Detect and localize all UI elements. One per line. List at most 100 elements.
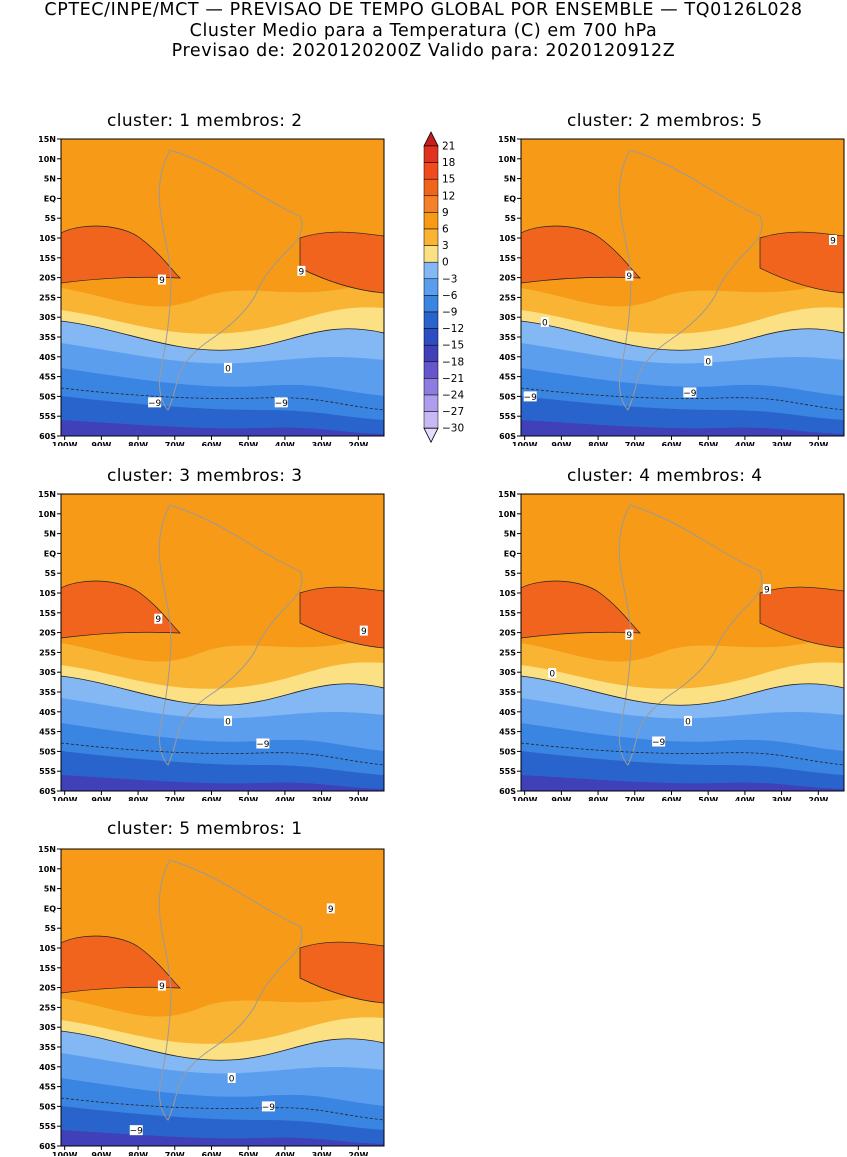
panel-4-contour-label: 9 [626, 631, 632, 641]
panel-5-ytick-label: 15N [38, 845, 56, 854]
panel-3-xtick-label: 20W [348, 796, 368, 801]
panel-1-contour-label: −9 [148, 399, 162, 409]
panel-5-contour-0 [60, 1030, 385, 1061]
panel-2-ytick-label: 50S [499, 392, 516, 401]
panel-3-xtick-label: 50W [238, 796, 258, 801]
colorbar-swatch [423, 212, 439, 230]
panel-5-warm-patch-0 [60, 935, 181, 994]
panel-5-ytick-label: 5S [45, 924, 57, 933]
panel-1-ytick-label: 50S [39, 392, 56, 401]
panel-2-ytick-label: 45S [499, 373, 516, 382]
panel-4-ytick-label: 25S [499, 648, 516, 657]
panel-3-contour-label: 9 [155, 615, 161, 625]
panel-2-xtick-label: 80W [588, 441, 608, 446]
colorbar-label: −12 [442, 323, 464, 335]
panel-4-ytick-label: 15S [499, 609, 516, 618]
panel-2-ytick-label: 30S [499, 313, 516, 322]
panel-1-ytick-label: EQ [44, 194, 56, 203]
panel-4-ytick-label: 30S [499, 668, 516, 677]
panel-5-ytick-label: 10N [38, 865, 56, 874]
panel-2-ytick-label: 40S [499, 353, 516, 362]
panel-3-ytick-label: 25S [39, 648, 56, 657]
panel-1-contour-label-bg [148, 397, 162, 408]
panel-4-contour-label-bg [548, 667, 557, 678]
panel-2-ytick-label: 10S [499, 234, 516, 243]
panel-4-xtick-label: 60W [662, 796, 682, 801]
panel-1-xtick-label: 40W [275, 441, 295, 446]
header-title-line3: Previsao de: 2020120200Z Valido para: 20… [171, 41, 676, 61]
panel-3-xtick-label: 100W [52, 796, 78, 801]
panel-5-xtick-label: 50W [238, 1151, 258, 1156]
panel-1-xtick-label: 100W [52, 441, 78, 446]
panel-2-contour-label: 9 [830, 236, 836, 246]
panel-4-title: cluster: 4 membros: 4 [567, 466, 763, 486]
panel-3-contour-label: 9 [361, 627, 367, 637]
panel-3-ytick-label: 5N [44, 530, 56, 539]
colorbar-label: −18 [442, 356, 464, 368]
panel-2-ytick-label: 25S [499, 293, 516, 302]
panel-4-ytick-label: 15N [498, 490, 516, 499]
colorbar-label: −27 [442, 406, 464, 418]
colorbar-swatch [423, 245, 439, 263]
panel-3-ytick-label: 50S [39, 747, 56, 756]
colorbar-label: 21 [442, 141, 455, 153]
panel-4-ytick-label: 10S [499, 589, 516, 598]
panel-3-ytick-label: 35S [39, 688, 56, 697]
panel-1-contour-label: −9 [275, 399, 289, 409]
panel-3-contour-label-bg [256, 738, 270, 749]
panel-4-fill [520, 494, 845, 791]
panel-5-ytick-label: 10S [39, 944, 56, 953]
panel-5-ytick-label: 30S [39, 1023, 56, 1032]
panel-4-contour-label-bg [762, 584, 771, 595]
panel-4-contour-minus9 [520, 742, 845, 766]
panel-3-band-7 [61, 775, 384, 791]
panel-3-ytick-label: 5S [45, 569, 57, 578]
panel-5-fill [60, 849, 385, 1146]
panel-1-contour-0 [60, 320, 385, 351]
colorbar-swatch [423, 162, 439, 180]
panel-5-xtick-label: 40W [275, 1151, 295, 1156]
panel-3-contour-minus9 [60, 742, 385, 766]
panel-2-contour-0 [520, 320, 845, 351]
panel-3-ytick-label: 55S [39, 767, 56, 776]
panel-2-xtick-label: 40W [735, 441, 755, 446]
panel-1-ytick-label: 20S [39, 274, 56, 283]
panel-5-contour-label-bg [326, 903, 335, 914]
panel-5-ytick-label: 55S [39, 1122, 56, 1131]
panel-5-xtick-label: 20W [348, 1151, 368, 1156]
panel-5-xtick-label: 100W [52, 1151, 78, 1156]
panel-5-contour-label: 9 [159, 982, 165, 992]
header-title-line2: Cluster Medio para a Temperatura (C) em … [189, 21, 658, 41]
panel-3-ytick-label: 10N [38, 510, 56, 519]
panel-5-title: cluster: 5 membros: 1 [107, 819, 303, 839]
panel-3-xtick-label: 70W [165, 796, 185, 801]
panel-3-ytick-label: 45S [39, 728, 56, 737]
colorbar-swatch [423, 328, 439, 346]
panel-3-contour-label-bg [359, 625, 368, 636]
panel-2-ytick-label: 15N [498, 135, 516, 144]
panel-4-contour-label-bg [625, 629, 634, 640]
panel-5-ytick-label: 25S [39, 1003, 56, 1012]
panel-4-ytick-label: EQ [504, 549, 516, 558]
panel-1-xtick-label: 30W [312, 441, 332, 446]
panel-1-ytick-label: 10N [38, 155, 56, 164]
panel-1-title: cluster: 1 membros: 2 [107, 111, 303, 131]
panel-1-ytick-label: 5N [44, 175, 56, 184]
panel-5-xtick-label: 90W [91, 1151, 111, 1156]
panel-2-ytick-label: 15S [499, 254, 516, 263]
panel-1-xtick-label: 80W [128, 441, 148, 446]
panel-1-xtick-label: 60W [202, 441, 222, 446]
panel-1-ytick-label: 10S [39, 234, 56, 243]
panel-2-ytick-label: 60S [499, 432, 516, 441]
colorbar-swatch [423, 378, 439, 396]
colorbar-swatch [423, 261, 439, 280]
header-title-line1: CPTEC/INPE/MCT — PREVISAO DE TEMPO GLOBA… [44, 0, 803, 20]
panel-4-coastline [618, 504, 763, 766]
panel-4-ytick-label: 5S [505, 569, 517, 578]
panel-5-ytick-label: 50S [39, 1102, 56, 1111]
panel-2-contour-label: 9 [626, 272, 632, 282]
panel-2-title: cluster: 2 membros: 5 [567, 111, 763, 131]
panel-4-ytick-label: 40S [499, 708, 516, 717]
panel-5-xtick-label: 60W [202, 1151, 222, 1156]
colorbar-label: −15 [442, 340, 464, 352]
